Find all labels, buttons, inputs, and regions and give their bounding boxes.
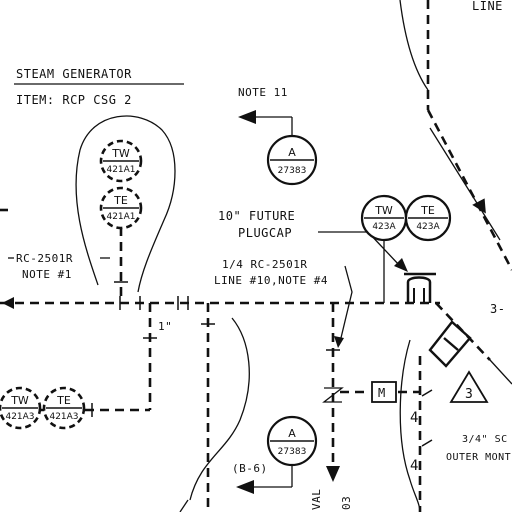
rc-leader-line [339, 265, 353, 343]
future-plug-label-2: PLUGCAP [238, 226, 292, 240]
curve-outline-lower [189, 317, 250, 501]
note-arrow-head [238, 110, 256, 124]
header-item: ITEM: RCP CSG 2 [16, 93, 132, 107]
line-4-markers: 4 4 [410, 389, 433, 474]
num-03-label: 03 [340, 496, 353, 510]
b6-arrow [236, 480, 254, 494]
svg-text:27383: 27383 [278, 447, 307, 457]
main-line-arrow [2, 297, 14, 309]
svg-text:421A3: 421A3 [5, 412, 34, 422]
svg-text:A: A [288, 146, 296, 159]
instrument-te-421a1[interactable]: TE 421A1 [99, 186, 143, 230]
instrument-tw-421a1[interactable]: TW 421A1 [99, 139, 143, 183]
branch-333-arrow [326, 466, 340, 482]
three-dash-label: 3- [490, 302, 505, 316]
triangle-note [449, 370, 489, 403]
triangle-note-label: 3 [465, 387, 473, 402]
svg-text:TE: TE [113, 194, 128, 207]
svg-text:423A: 423A [416, 222, 440, 232]
ref-b6-label: (B-6) [232, 462, 268, 475]
instrument-a-27383-bottom[interactable]: A 27383 [266, 415, 318, 467]
one-inch-label: 1" [158, 320, 172, 333]
svg-text:421A3: 421A3 [49, 412, 78, 422]
outer-mont-label: OUTER MONT [446, 452, 511, 463]
m-valve-label: M [378, 386, 386, 400]
angle-valve [428, 320, 472, 368]
svg-text:4: 4 [410, 410, 419, 426]
rc-left-label: RC-2501R [16, 252, 73, 265]
rc-left-note: NOTE #1 [22, 268, 72, 281]
note-11-label: NOTE 11 [238, 86, 288, 99]
size-3-4-label: 3/4" SC [462, 434, 508, 445]
svg-text:4: 4 [410, 458, 419, 474]
svg-text:27383: 27383 [278, 166, 307, 176]
svg-text:423A: 423A [372, 222, 396, 232]
svg-text:421A1: 421A1 [106, 165, 135, 175]
instrument-te-421a3[interactable]: TE 421A3 [42, 386, 86, 430]
instrument-a-27383-top[interactable]: A 27383 [266, 134, 318, 186]
instrument-tw-421a3[interactable]: TW 421A3 [0, 386, 42, 430]
rc-line-label-1: 1/4 RC-2501R [222, 258, 307, 271]
svg-text:TW: TW [111, 147, 130, 160]
line-label-top: LINE [472, 0, 503, 13]
val-label: VAL [310, 489, 323, 510]
instrument-tw-423a[interactable]: TW 423A [360, 194, 408, 242]
plugcap-symbol [404, 272, 436, 303]
header-title: STEAM GENERATOR [16, 67, 132, 81]
svg-text:TE: TE [56, 394, 71, 407]
svg-text:TW: TW [374, 204, 393, 217]
rc-line-label-2: LINE #10,NOTE #4 [214, 274, 328, 287]
future-plug-label-1: 10" FUTURE [218, 209, 295, 223]
reducer-symbol [322, 387, 344, 403]
right-down-diagonal [435, 302, 491, 361]
m-valve-box [371, 381, 397, 403]
cloud-outline-a1 [75, 115, 176, 293]
instrument-te-423a[interactable]: TE 423A [404, 194, 452, 242]
svg-text:TW: TW [10, 394, 29, 407]
svg-text:421A1: 421A1 [106, 212, 135, 222]
svg-text:TE: TE [420, 204, 435, 217]
right-diagonal-pipe [426, 109, 512, 271]
svg-text:A: A [288, 427, 296, 440]
